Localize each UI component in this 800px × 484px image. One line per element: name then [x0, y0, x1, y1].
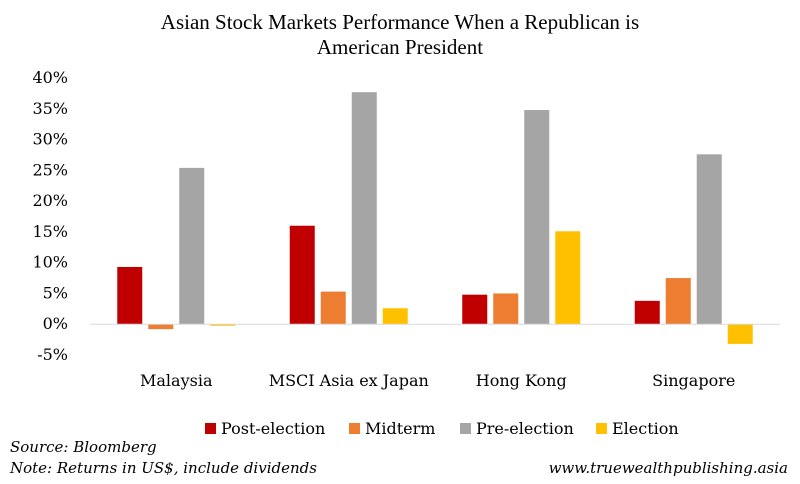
bar-midterm-3: [665, 278, 691, 325]
legend-label-pre-election: Pre-election: [476, 419, 574, 438]
y-tick-label: 0%: [43, 314, 68, 333]
bar-midterm-1: [320, 291, 346, 325]
legend-label-election: Election: [612, 419, 679, 438]
bar-election-1: [382, 308, 408, 325]
bar-pre-election-1: [351, 92, 377, 325]
bar-pre-election-0: [179, 167, 205, 325]
chart-title: Asian Stock Markets Performance When a R…: [0, 10, 800, 60]
bar-election-0: [210, 324, 236, 326]
bar-pre-election-2: [524, 110, 550, 325]
source-note: Source: Bloomberg: [10, 438, 157, 456]
bar-pre-election-3: [696, 154, 722, 325]
bar-post-election-2: [462, 294, 488, 325]
y-axis: -5% 0% 5% 10% 15% 20% 25% 30% 35% 40%: [32, 68, 68, 364]
legend-swatch-election: [596, 423, 607, 434]
category-label: Malaysia: [140, 371, 213, 390]
returns-note: Note: Returns in US$, include dividends: [10, 459, 317, 477]
legend-label-post-election: Post-election: [221, 419, 325, 438]
category-label: Hong Kong: [476, 371, 567, 390]
legend-swatch-pre-election: [460, 423, 471, 434]
y-tick-label: 40%: [32, 68, 68, 87]
bars-group: [117, 92, 753, 344]
y-tick-label: 30%: [32, 130, 68, 149]
bar-midterm-0: [148, 324, 174, 330]
bar-midterm-2: [493, 293, 519, 325]
category-label: Singapore: [652, 371, 735, 390]
legend-swatch-post-election: [205, 423, 216, 434]
y-tick-label: 10%: [32, 253, 68, 272]
legend-label-midterm: Midterm: [365, 419, 435, 438]
bar-post-election-1: [289, 225, 315, 325]
y-tick-label: -5%: [37, 345, 68, 364]
bar-post-election-3: [634, 300, 660, 325]
legend: Post-election Midterm Pre-election Election: [205, 419, 679, 438]
y-tick-label: 5%: [43, 283, 68, 302]
x-axis-labels: Malaysia MSCI Asia ex Japan Hong Kong Singa…: [140, 371, 735, 390]
chart-title-line-1: Asian Stock Markets Performance When a R…: [160, 10, 640, 34]
bar-election-3: [727, 324, 753, 344]
chart-title-line-2: American President: [316, 35, 484, 59]
website-link[interactable]: www.truewealthpublishing.asia: [548, 459, 788, 477]
legend-swatch-midterm: [349, 423, 360, 434]
y-tick-label: 35%: [32, 99, 68, 118]
category-label: MSCI Asia ex Japan: [269, 371, 429, 390]
y-tick-label: 15%: [32, 222, 68, 241]
y-tick-label: 25%: [32, 160, 68, 179]
bar-election-2: [555, 231, 581, 325]
bar-post-election-0: [117, 266, 143, 325]
y-tick-label: 20%: [32, 191, 68, 210]
